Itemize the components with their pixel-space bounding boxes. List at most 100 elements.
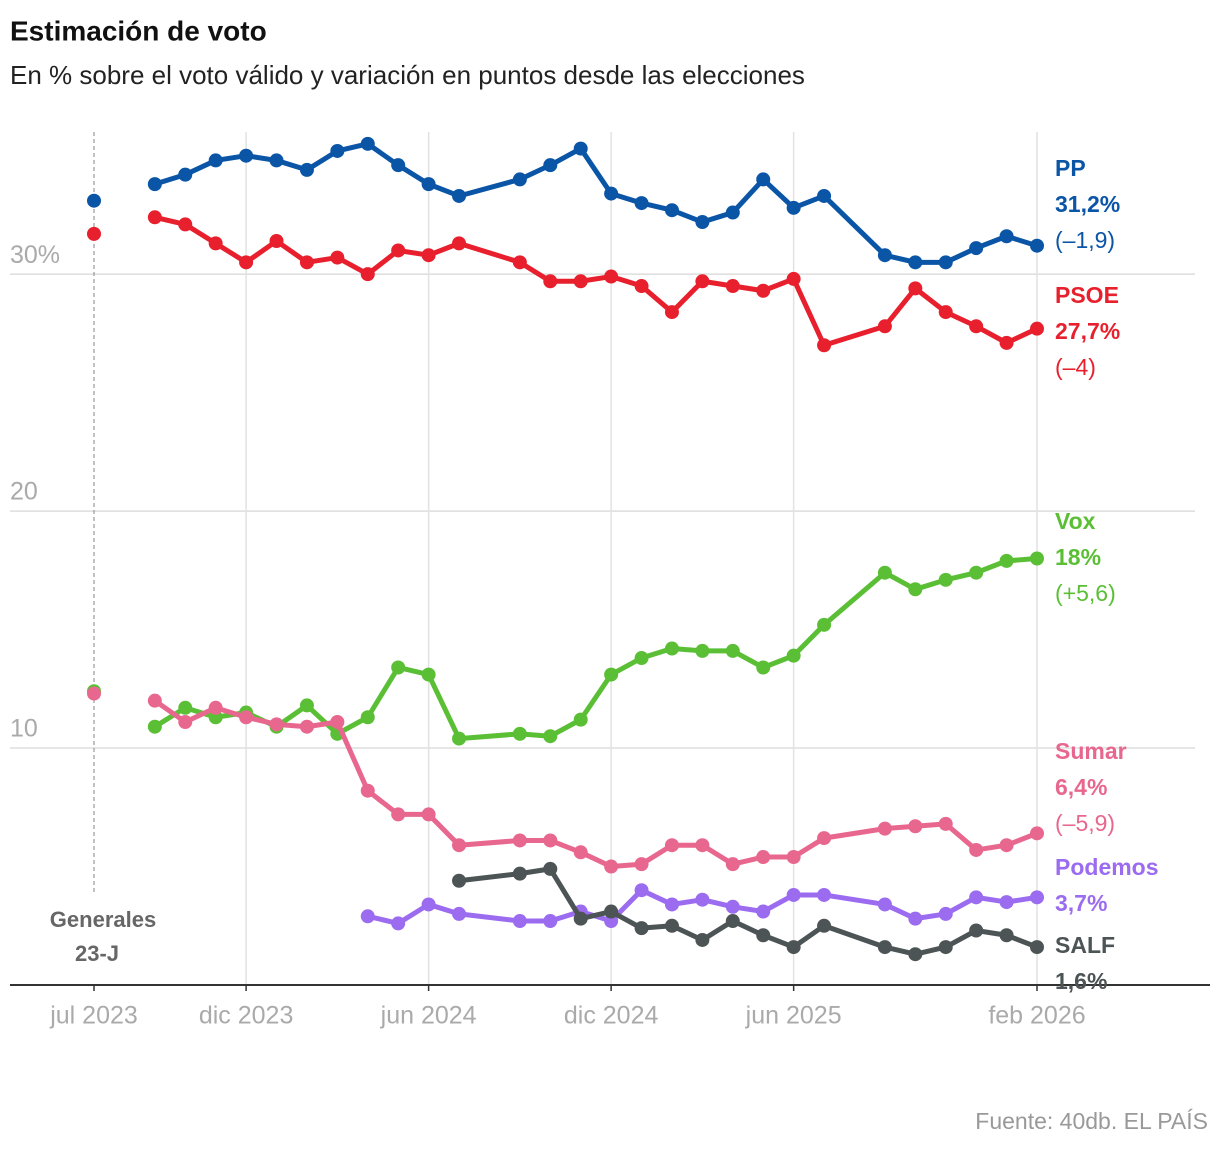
source: Fuente: 40db. EL PAÍS: [975, 1108, 1208, 1134]
data-point: [239, 255, 254, 270]
data-point: [969, 890, 984, 905]
data-point: [208, 153, 223, 168]
data-point: [512, 833, 527, 848]
y-tick-label: 10: [10, 715, 38, 743]
data-point: [634, 196, 649, 211]
data-point: [299, 698, 314, 713]
data-point: [969, 565, 984, 580]
data-point: [452, 838, 467, 853]
x-tick-label: jul 2023: [49, 1002, 138, 1030]
data-point: [573, 141, 588, 156]
data-point: [634, 857, 649, 872]
annotation: 23-J: [75, 941, 119, 966]
data-point: [725, 914, 740, 929]
data-point: [877, 821, 892, 836]
data-point: [664, 641, 679, 656]
data-point: [604, 186, 619, 201]
data-point: [969, 319, 984, 334]
data-point: [695, 643, 710, 658]
data-point: [512, 866, 527, 881]
series-line: [153, 698, 1038, 870]
legend-label: Sumar: [1055, 738, 1127, 764]
data-point: [1030, 238, 1044, 253]
data-point: [299, 255, 314, 270]
data-point: [634, 651, 649, 666]
data-point: [756, 928, 771, 943]
y-tick-label: 20: [10, 478, 38, 506]
data-point: [664, 918, 679, 933]
data-point: [634, 883, 649, 898]
data-point: [1030, 940, 1044, 955]
data-point: [543, 158, 558, 173]
data-point: [938, 305, 953, 320]
series-line: [153, 556, 1038, 742]
data-point: [786, 271, 801, 286]
data-point: [543, 833, 558, 848]
change-label: (+5,6): [1055, 580, 1116, 606]
data-point: [512, 172, 527, 187]
data-point: [756, 660, 771, 675]
data-point: [573, 845, 588, 860]
data-point: [695, 215, 710, 230]
data-point: [999, 838, 1014, 853]
data-point: [817, 617, 832, 632]
legend-label: Vox: [1055, 508, 1096, 534]
data-point: [999, 928, 1014, 943]
data-point: [87, 226, 101, 241]
x-tick-label: dic 2023: [199, 1002, 294, 1030]
data-point: [1030, 551, 1044, 566]
x-tick-label: jun 2025: [745, 1002, 842, 1030]
data-point: [360, 267, 375, 282]
data-point: [269, 233, 284, 248]
data-point: [969, 842, 984, 857]
legend-label: Podemos: [1055, 854, 1159, 880]
data-point: [664, 897, 679, 912]
data-point: [87, 686, 101, 701]
data-point: [573, 712, 588, 727]
data-point: [938, 255, 953, 270]
data-point: [908, 947, 923, 962]
data-point: [786, 200, 801, 215]
data-point: [877, 565, 892, 580]
data-point: [786, 850, 801, 865]
legend-label: PP: [1055, 155, 1086, 181]
data-point: [543, 274, 558, 289]
legend-label: SALF: [1055, 932, 1115, 958]
data-point: [725, 899, 740, 914]
data-point: [695, 274, 710, 289]
data-point: [999, 335, 1014, 350]
legend-label: PSOE: [1055, 282, 1119, 308]
data-point: [877, 897, 892, 912]
value-label: 1,6%: [1055, 968, 1107, 994]
data-point: [178, 714, 193, 729]
data-point: [512, 726, 527, 741]
data-point: [269, 717, 284, 732]
value-label: 3,7%: [1055, 890, 1107, 916]
data-point: [452, 873, 467, 888]
data-point: [695, 932, 710, 947]
data-point: [391, 807, 406, 822]
data-point: [938, 940, 953, 955]
data-point: [604, 859, 619, 874]
data-point: [391, 158, 406, 173]
data-point: [421, 248, 436, 263]
data-point: [391, 916, 406, 931]
data-point: [1030, 321, 1044, 336]
data-point: [178, 700, 193, 715]
data-point: [330, 714, 345, 729]
data-point: [421, 177, 436, 192]
series-line: [154, 141, 1038, 265]
data-point: [178, 167, 193, 182]
data-point: [299, 162, 314, 177]
data-point: [725, 857, 740, 872]
data-point: [817, 831, 832, 846]
data-point: [452, 906, 467, 921]
data-point: [664, 305, 679, 320]
change-label: (–4): [1055, 354, 1096, 380]
data-point: [147, 719, 162, 734]
data-point: [452, 236, 467, 251]
data-point: [756, 850, 771, 865]
data-point: [604, 904, 619, 919]
data-point: [330, 143, 345, 158]
data-point: [938, 572, 953, 587]
